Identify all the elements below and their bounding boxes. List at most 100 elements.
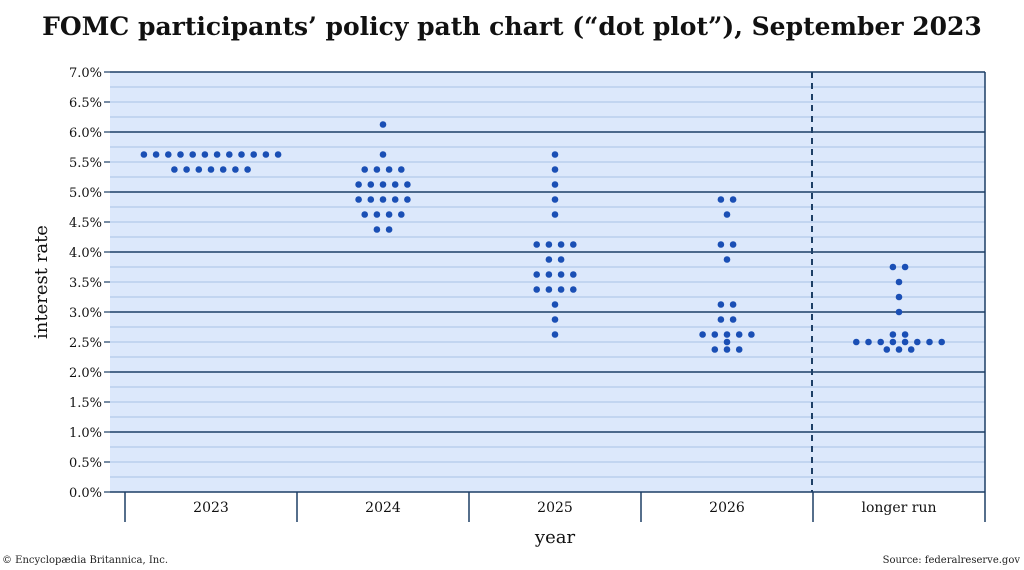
dot <box>551 301 559 308</box>
dot <box>171 166 178 173</box>
dot <box>262 151 270 158</box>
dot <box>207 166 215 173</box>
y-tick-label: 4.0% <box>69 246 102 261</box>
dot <box>551 211 559 218</box>
dot <box>404 181 411 188</box>
dot <box>189 151 196 158</box>
dot <box>723 331 731 338</box>
copyright-credit: © Encyclopædia Britannica, Inc. <box>2 555 169 566</box>
x-category-label: 2024 <box>365 500 401 516</box>
dot <box>213 151 221 158</box>
y-tick-label: 2.5% <box>69 336 102 351</box>
dot <box>551 196 559 203</box>
y-tick-label: 5.5% <box>69 156 102 171</box>
dot <box>557 241 565 248</box>
dot <box>545 286 553 293</box>
dot <box>152 151 160 158</box>
dot <box>889 331 897 338</box>
y-tick-label: 3.0% <box>69 306 102 321</box>
dot <box>901 331 909 338</box>
dot <box>379 151 387 158</box>
dot <box>244 166 251 173</box>
dot <box>545 271 553 278</box>
y-tick-label: 1.5% <box>69 396 102 411</box>
dot <box>717 196 725 203</box>
dot <box>699 331 706 338</box>
dot <box>551 316 559 323</box>
dot <box>723 338 731 346</box>
dot <box>250 151 257 158</box>
dot <box>735 331 743 338</box>
dot <box>926 338 933 346</box>
dot <box>398 166 405 173</box>
dot <box>361 166 369 173</box>
dot <box>545 241 553 248</box>
gridlines <box>110 86 985 478</box>
dot <box>901 263 909 271</box>
dot <box>385 211 393 218</box>
dot <box>226 151 233 158</box>
dot <box>570 241 577 248</box>
dot <box>723 346 731 353</box>
dot <box>232 166 239 173</box>
dot <box>895 308 903 316</box>
dot <box>391 196 399 203</box>
dot <box>533 271 540 278</box>
y-axis-title: interest rate <box>31 225 52 339</box>
y-tick-label: 6.0% <box>69 126 102 141</box>
x-category-label: 2025 <box>537 500 573 516</box>
y-tick-label: 7.0% <box>69 66 102 81</box>
dot <box>748 331 755 338</box>
dot <box>201 151 209 158</box>
x-category-label: 2026 <box>709 500 745 516</box>
y-tick-label: 5.0% <box>69 186 102 201</box>
dot <box>901 338 909 346</box>
y-tick-label: 3.5% <box>69 276 102 291</box>
dot <box>533 286 540 293</box>
dot <box>367 181 375 188</box>
dot <box>404 196 411 203</box>
x-category-labels: 2023 2024 2025 2026 longer run <box>124 492 986 522</box>
dot <box>889 338 897 346</box>
dot <box>895 293 903 301</box>
dot <box>361 211 369 218</box>
dot <box>895 346 903 353</box>
dot <box>367 196 375 203</box>
source-credit: Source: federalreserve.gov <box>882 555 1020 566</box>
dot <box>735 346 743 353</box>
dot <box>551 151 559 158</box>
dot <box>938 338 945 346</box>
chart-title: FOMC participants’ policy path chart (“d… <box>42 12 982 41</box>
dot <box>551 181 559 188</box>
dot <box>557 286 565 293</box>
dot <box>889 263 897 271</box>
dot <box>865 338 872 346</box>
dot <box>729 196 737 203</box>
dot <box>238 151 245 158</box>
dot <box>570 286 577 293</box>
dot <box>551 166 559 173</box>
dot <box>379 121 387 128</box>
dot <box>177 151 184 158</box>
dot <box>723 211 731 218</box>
dot <box>373 226 381 233</box>
dot <box>711 346 719 353</box>
dot <box>533 241 540 248</box>
x-category-label: longer run <box>861 500 936 516</box>
dot <box>729 241 737 248</box>
x-axis-title: year <box>534 527 576 548</box>
dot <box>717 301 725 308</box>
dot <box>195 166 203 173</box>
dot <box>557 256 565 263</box>
dot <box>551 331 559 338</box>
dot <box>717 241 725 248</box>
y-tick-label: 2.0% <box>69 366 102 381</box>
dot <box>570 271 577 278</box>
dot <box>883 346 891 353</box>
dot <box>373 211 381 218</box>
dot <box>385 226 393 233</box>
dot <box>140 151 148 158</box>
dot <box>914 338 921 346</box>
dot <box>853 338 860 346</box>
